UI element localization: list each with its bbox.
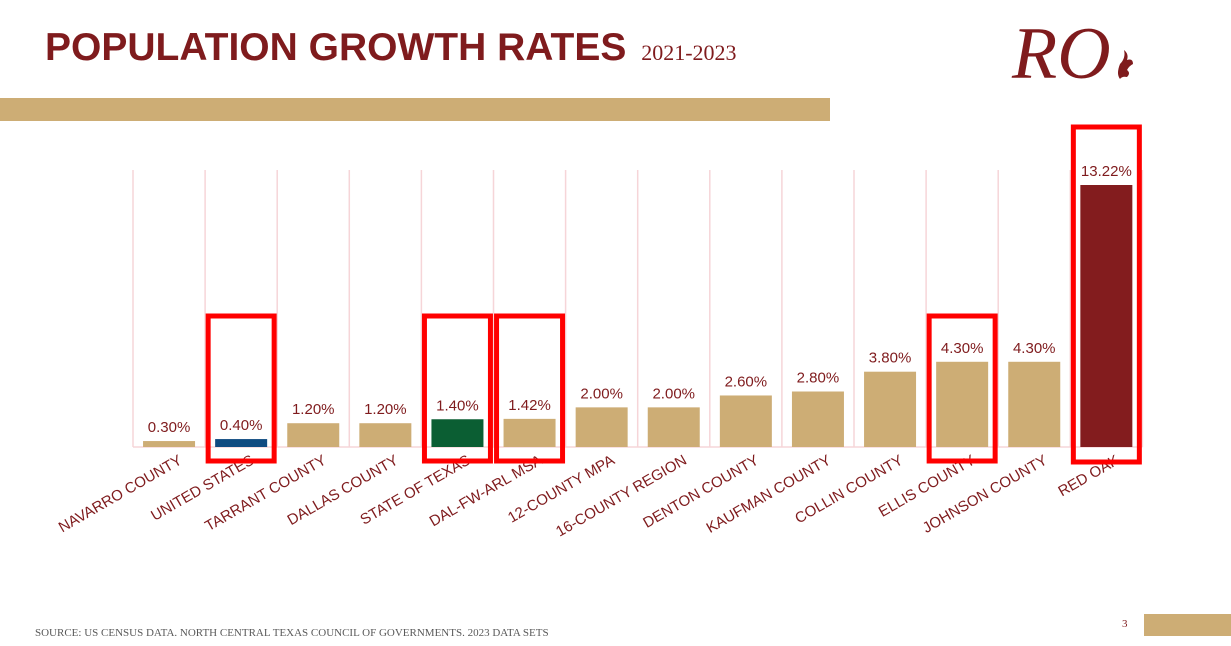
red-oak-logo: RO: [1011, 13, 1133, 95]
title-underline-bar: [0, 98, 830, 121]
bar: [1008, 361, 1061, 447]
bar: [575, 407, 628, 447]
highlight-box: [926, 313, 998, 464]
bar: [215, 439, 268, 447]
value-label: 0.30%: [148, 419, 191, 436]
bar: [431, 419, 484, 447]
gridlines: [132, 170, 1144, 448]
page-title: POPULATION GROWTH RATES 2021-2023: [45, 26, 737, 70]
value-label: 0.40%: [220, 417, 263, 434]
value-label: 2.80%: [797, 370, 840, 387]
category-label: NAVARRO COUNTY: [56, 452, 185, 536]
bar: [719, 395, 772, 447]
title-years: 2021-2023: [641, 40, 737, 65]
oak-leaf-icon: [1118, 50, 1133, 79]
highlight-box: [205, 313, 277, 464]
value-label: 2.00%: [580, 385, 623, 402]
category-label: RED OAK: [1055, 452, 1122, 500]
highlight-box: [494, 313, 566, 464]
bar: [791, 391, 844, 447]
value-label: 4.30%: [1013, 340, 1056, 357]
value-label: 13.22%: [1081, 163, 1132, 180]
value-label: 1.42%: [508, 397, 551, 414]
bar: [936, 361, 989, 447]
logo-text: RO: [1011, 13, 1111, 95]
value-label: 1.40%: [436, 397, 479, 414]
value-label: 4.30%: [941, 340, 984, 357]
highlight-box: [421, 313, 493, 464]
page-number: 3: [1122, 618, 1128, 630]
bar: [864, 371, 917, 447]
highlight-box: [1070, 124, 1142, 465]
highlight-boxes: [205, 124, 1142, 465]
title-text: POPULATION GROWTH RATES: [45, 26, 627, 69]
bar: [359, 423, 412, 447]
bar: [647, 407, 700, 447]
value-label: 1.20%: [292, 401, 335, 418]
bar: [143, 441, 196, 447]
value-labels: 0.30% 0.40% 1.20% 1.20% 1.40% 1.42% 2.00% 2.00%…: [148, 163, 1132, 436]
value-label: 2.00%: [652, 385, 695, 402]
category-label: KAUFMAN COUNTY: [703, 452, 833, 537]
source-note: SOURCE: US CENSUS DATA. NORTH CENTRAL TE…: [35, 627, 549, 639]
bars: [143, 185, 1133, 447]
value-label: 2.60%: [725, 373, 768, 390]
category-label: JOHNSON COUNTY: [920, 452, 1050, 537]
page-number-bar: [1144, 614, 1231, 636]
category-label: TARRANT COUNTY: [202, 452, 329, 535]
category-label: 16-COUNTY REGION: [553, 452, 690, 541]
bar: [1080, 185, 1133, 447]
bar: [503, 418, 556, 447]
value-label: 3.80%: [869, 350, 912, 367]
value-label: 1.20%: [364, 401, 407, 418]
bar: [287, 423, 340, 447]
